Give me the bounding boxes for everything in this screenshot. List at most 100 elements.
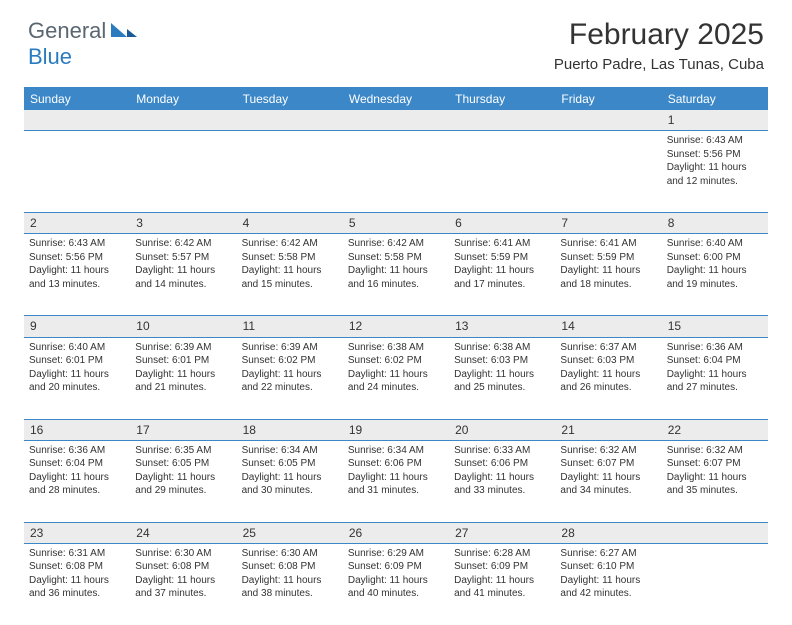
sunrise-line: Sunrise: 6:34 AM — [242, 444, 338, 458]
day-number: 4 — [243, 216, 250, 230]
empty-cell — [555, 131, 661, 213]
day-cell: Sunrise: 6:39 AMSunset: 6:02 PMDaylight:… — [237, 337, 343, 419]
day-number: 14 — [561, 319, 574, 333]
sunset-line: Sunset: 5:59 PM — [560, 251, 656, 265]
day-number: 16 — [30, 423, 43, 437]
daylight-line-1: Daylight: 11 hours — [242, 471, 338, 485]
day-number-cell: 27 — [449, 522, 555, 543]
sunrise-line: Sunrise: 6:35 AM — [135, 444, 231, 458]
sunrise-line: Sunrise: 6:39 AM — [135, 341, 231, 355]
sunrise-line: Sunrise: 6:29 AM — [348, 547, 444, 561]
daylight-line-1: Daylight: 11 hours — [560, 264, 656, 278]
daylight-line-2: and 30 minutes. — [242, 484, 338, 498]
day-number: 13 — [455, 319, 468, 333]
sunset-line: Sunset: 5:59 PM — [454, 251, 550, 265]
empty-cell — [449, 131, 555, 213]
sunset-line: Sunset: 6:06 PM — [454, 457, 550, 471]
day-number: 25 — [243, 526, 256, 540]
daylight-line-2: and 29 minutes. — [135, 484, 231, 498]
day-number-cell: 7 — [555, 213, 661, 234]
empty-number-cell — [24, 110, 130, 131]
empty-number-cell — [237, 110, 343, 131]
sunset-line: Sunset: 6:05 PM — [242, 457, 338, 471]
weekday-header: Monday — [130, 88, 236, 111]
day-cell: Sunrise: 6:31 AMSunset: 6:08 PMDaylight:… — [24, 543, 130, 625]
sunset-line: Sunset: 6:00 PM — [667, 251, 763, 265]
day-number-cell: 25 — [237, 522, 343, 543]
sunset-line: Sunset: 6:02 PM — [242, 354, 338, 368]
day-cell: Sunrise: 6:41 AMSunset: 5:59 PMDaylight:… — [555, 234, 661, 316]
day-number: 18 — [243, 423, 256, 437]
day-number: 1 — [668, 113, 675, 127]
day-number-cell: 26 — [343, 522, 449, 543]
sunrise-line: Sunrise: 6:30 AM — [242, 547, 338, 561]
daylight-line-2: and 12 minutes. — [667, 175, 763, 189]
day-number-row: 9101112131415 — [24, 316, 768, 337]
daylight-line-2: and 34 minutes. — [560, 484, 656, 498]
daylight-line-2: and 28 minutes. — [29, 484, 125, 498]
day-cell: Sunrise: 6:36 AMSunset: 6:04 PMDaylight:… — [24, 440, 130, 522]
daylight-line-2: and 18 minutes. — [560, 278, 656, 292]
day-number-cell: 19 — [343, 419, 449, 440]
daylight-line-2: and 15 minutes. — [242, 278, 338, 292]
day-number: 3 — [136, 216, 143, 230]
daylight-line-2: and 42 minutes. — [560, 587, 656, 601]
daylight-line-1: Daylight: 11 hours — [454, 368, 550, 382]
daylight-line-2: and 24 minutes. — [348, 381, 444, 395]
title-block: February 2025 Puerto Padre, Las Tunas, C… — [554, 18, 764, 73]
day-cell: Sunrise: 6:35 AMSunset: 6:05 PMDaylight:… — [130, 440, 236, 522]
sunrise-line: Sunrise: 6:38 AM — [348, 341, 444, 355]
day-number-cell: 8 — [662, 213, 768, 234]
empty-number-cell — [662, 522, 768, 543]
day-number-row: 2345678 — [24, 213, 768, 234]
daylight-line-2: and 33 minutes. — [454, 484, 550, 498]
day-cell: Sunrise: 6:33 AMSunset: 6:06 PMDaylight:… — [449, 440, 555, 522]
day-detail-row: Sunrise: 6:43 AMSunset: 5:56 PMDaylight:… — [24, 234, 768, 316]
day-cell: Sunrise: 6:32 AMSunset: 6:07 PMDaylight:… — [555, 440, 661, 522]
daylight-line-1: Daylight: 11 hours — [135, 368, 231, 382]
daylight-line-2: and 40 minutes. — [348, 587, 444, 601]
empty-cell — [130, 131, 236, 213]
weekday-header: Thursday — [449, 88, 555, 111]
sunrise-line: Sunrise: 6:31 AM — [29, 547, 125, 561]
daylight-line-1: Daylight: 11 hours — [29, 471, 125, 485]
sunset-line: Sunset: 6:08 PM — [29, 560, 125, 574]
empty-cell — [343, 131, 449, 213]
day-number-cell: 22 — [662, 419, 768, 440]
sunrise-line: Sunrise: 6:42 AM — [242, 237, 338, 251]
daylight-line-1: Daylight: 11 hours — [135, 574, 231, 588]
daylight-line-1: Daylight: 11 hours — [348, 471, 444, 485]
day-cell: Sunrise: 6:30 AMSunset: 6:08 PMDaylight:… — [130, 543, 236, 625]
day-cell: Sunrise: 6:36 AMSunset: 6:04 PMDaylight:… — [662, 337, 768, 419]
sunrise-line: Sunrise: 6:34 AM — [348, 444, 444, 458]
day-number-cell: 18 — [237, 419, 343, 440]
day-cell: Sunrise: 6:41 AMSunset: 5:59 PMDaylight:… — [449, 234, 555, 316]
daylight-line-1: Daylight: 11 hours — [242, 264, 338, 278]
sunset-line: Sunset: 6:08 PM — [242, 560, 338, 574]
day-number: 9 — [30, 319, 37, 333]
day-number-cell: 14 — [555, 316, 661, 337]
day-number: 8 — [668, 216, 675, 230]
weekday-header: Saturday — [662, 88, 768, 111]
daylight-line-2: and 41 minutes. — [454, 587, 550, 601]
day-number-cell: 28 — [555, 522, 661, 543]
sunset-line: Sunset: 6:01 PM — [135, 354, 231, 368]
empty-cell — [237, 131, 343, 213]
sunset-line: Sunset: 6:05 PM — [135, 457, 231, 471]
sunrise-line: Sunrise: 6:38 AM — [454, 341, 550, 355]
daylight-line-1: Daylight: 11 hours — [454, 264, 550, 278]
weekday-header: Sunday — [24, 88, 130, 111]
daylight-line-1: Daylight: 11 hours — [29, 264, 125, 278]
sunrise-line: Sunrise: 6:36 AM — [29, 444, 125, 458]
day-number-cell: 1 — [662, 110, 768, 131]
daylight-line-1: Daylight: 11 hours — [560, 471, 656, 485]
day-number-cell: 6 — [449, 213, 555, 234]
empty-cell — [24, 131, 130, 213]
sunrise-line: Sunrise: 6:28 AM — [454, 547, 550, 561]
day-cell: Sunrise: 6:38 AMSunset: 6:02 PMDaylight:… — [343, 337, 449, 419]
day-number-cell: 2 — [24, 213, 130, 234]
daylight-line-1: Daylight: 11 hours — [667, 471, 763, 485]
sunrise-line: Sunrise: 6:39 AM — [242, 341, 338, 355]
sunset-line: Sunset: 5:58 PM — [348, 251, 444, 265]
day-number: 28 — [561, 526, 574, 540]
